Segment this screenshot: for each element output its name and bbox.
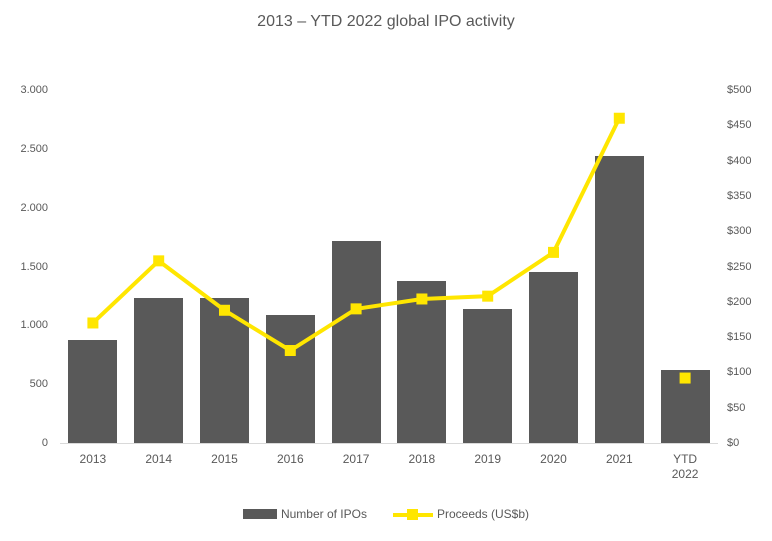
x-axis-label-2020: 2020 [540, 452, 567, 466]
bar-2015 [200, 297, 249, 443]
line-swatch-marker-icon [406, 508, 418, 520]
y-axis-left-tick-label: 3.000 [20, 84, 48, 96]
y-axis-right-tick-label: $150 [727, 331, 752, 344]
x-axis-label-2018: 2018 [408, 452, 436, 466]
x-axis-label-2021: 2021 [605, 452, 633, 466]
y-axis-left-tick-label: 1.000 [20, 319, 48, 332]
y-axis-left-tick-label: 500 [29, 378, 48, 391]
y-axis-left-tick-label: 2.000 [20, 201, 48, 214]
x-axis-line [60, 443, 718, 444]
x-axis-label-2019: 2019 [474, 452, 502, 466]
x-axis-label-2014: 2014 [145, 452, 173, 466]
bar-2016 [265, 314, 315, 443]
proceeds-marker-2020 [548, 246, 559, 258]
y-axis-right-tick-label: $500 [727, 84, 752, 96]
y-axis-right-tick-label: $250 [727, 260, 752, 273]
legend-item-number-of-ipos: Number of IPOs [242, 507, 367, 521]
bar-2014 [134, 298, 184, 443]
proceeds-marker-2019 [482, 290, 494, 302]
bar-2020 [529, 272, 578, 443]
legend-label-proceeds: Proceeds (US$b) [436, 507, 530, 521]
x-axis-label-2015: 2015 [211, 452, 238, 466]
y-axis-right-tick-label: $350 [727, 189, 752, 202]
legend-item-proceeds: Proceeds (US$b) [392, 507, 530, 521]
y-axis-left-tick-label: 0 [41, 437, 48, 449]
proceeds-marker-2014 [153, 255, 165, 267]
bar-2013 [68, 340, 118, 443]
x-axis-label-2013: 2013 [79, 452, 107, 466]
x-axis-label-2017: 2017 [342, 452, 370, 466]
bar-series-swatch [242, 509, 277, 519]
legend: Number of IPOs Proceeds (US$b) [0, 507, 772, 521]
bar-2019 [463, 308, 513, 443]
y-axis-right-tick-label: $0 [727, 437, 740, 449]
y-axis-left-tick-label: 1.500 [20, 260, 48, 273]
y-axis-right-tick-label: $200 [727, 295, 752, 308]
x-axis-label-2016: 2016 [276, 452, 304, 466]
bar-2018 [397, 281, 447, 443]
y-axis-right-tick-label: $400 [727, 154, 752, 167]
proceeds-marker-2021 [613, 112, 625, 124]
y-axis-left-tick-label: 2.500 [20, 142, 48, 155]
bar-2021 [594, 155, 644, 443]
x-axis-label-ytd-2022: YTD 2022 [671, 452, 699, 481]
bar-2017 [331, 241, 381, 443]
line-series-swatch [392, 508, 433, 520]
proceeds-marker-2013 [87, 317, 99, 329]
bar-ytd-2022 [660, 370, 710, 443]
chart-title: 2013 – YTD 2022 global IPO activity [257, 13, 515, 30]
legend-label-number-of-ipos: Number of IPOs [280, 507, 367, 521]
y-axis-right-tick-label: $300 [727, 225, 752, 238]
y-axis-right-tick-label: $450 [727, 119, 752, 132]
y-axis-right-tick-label: $100 [727, 366, 752, 379]
y-axis-right-tick-label: $50 [727, 401, 746, 414]
